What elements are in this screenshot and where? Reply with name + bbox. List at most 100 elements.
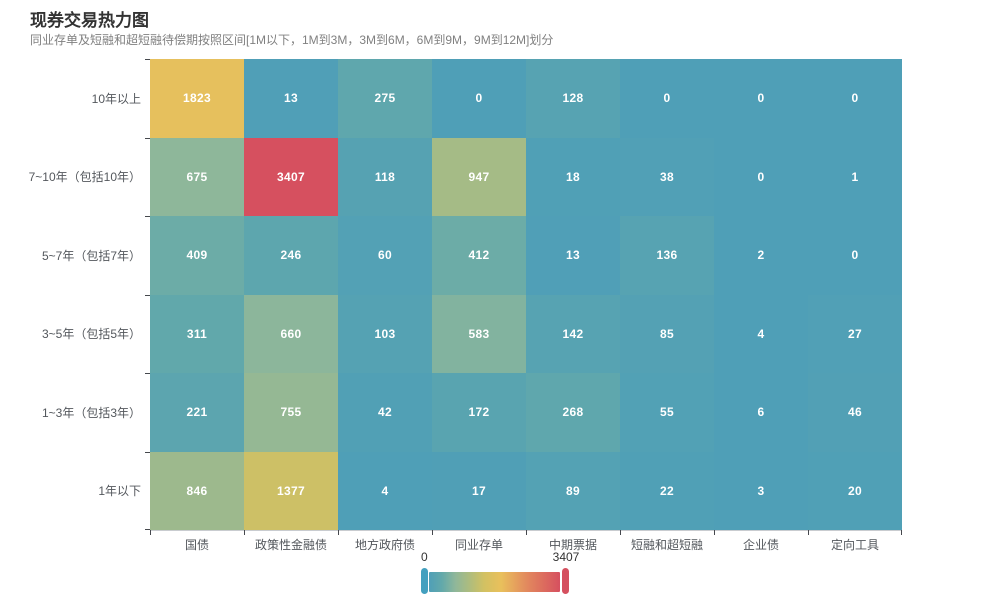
heatmap-cell[interactable]: 46 — [808, 373, 902, 452]
heatmap-grid: 1823 13 275 0 128 0 0 0 675 3407 118 947 18 38 0 1 409 24… — [150, 59, 902, 530]
heatmap-cell[interactable]: 172 — [432, 373, 526, 452]
heatmap-cell[interactable]: 755 — [244, 373, 338, 452]
heatmap-cell-value: 675 — [186, 169, 208, 184]
heatmap-cell-value: 3 — [757, 483, 765, 498]
heatmap-cell[interactable]: 947 — [432, 137, 526, 216]
heatmap-cell[interactable]: 2 — [714, 216, 808, 295]
heatmap-cell[interactable]: 42 — [338, 373, 432, 452]
heatmap-cell[interactable]: 85 — [620, 294, 714, 373]
y-axis-tick — [145, 137, 150, 139]
x-axis-tick — [901, 530, 902, 535]
y-axis-tick — [145, 294, 150, 296]
x-axis-labels: 国债 政策性金融债 地方政府债 同业存单 中期票据 短融和超短融 企业债 定向工具 — [150, 536, 902, 553]
heatmap-cell[interactable]: 142 — [526, 294, 620, 373]
visualmap-min-handle[interactable] — [421, 568, 428, 594]
visualmap-max-label: 3407 — [552, 550, 580, 564]
heatmap-cell[interactable]: 136 — [620, 216, 714, 295]
heatmap-cell[interactable]: 60 — [338, 216, 432, 295]
heatmap-cell[interactable]: 4 — [714, 294, 808, 373]
heatmap-cell-value: 412 — [468, 248, 490, 263]
visualmap-gradient-bar[interactable] — [429, 572, 560, 592]
x-axis-label: 同业存单 — [454, 538, 503, 552]
heatmap-cell-value: 0 — [757, 169, 765, 184]
x-axis-tick — [338, 530, 339, 535]
heatmap-cell-value: 22 — [660, 483, 674, 498]
heatmap-cell[interactable]: 118 — [338, 137, 432, 216]
heatmap-cell[interactable]: 0 — [808, 216, 902, 295]
heatmap-cell-value: 42 — [378, 405, 392, 420]
heatmap-cell-value: 583 — [468, 326, 490, 341]
heatmap-cell[interactable]: 17 — [432, 451, 526, 530]
heatmap-cell-value: 3407 — [277, 169, 305, 184]
heatmap-cell[interactable]: 6 — [714, 373, 808, 452]
heatmap-cell[interactable]: 0 — [808, 59, 902, 138]
y-axis-label: 5~7年（包括7年） — [41, 248, 141, 263]
y-axis-label: 1年以下 — [98, 484, 141, 499]
heatmap-cell[interactable]: 846 — [150, 451, 244, 530]
heatmap-cell[interactable]: 55 — [620, 373, 714, 452]
x-axis-tick — [432, 530, 433, 535]
heatmap-cell-value: 4 — [381, 483, 389, 498]
heatmap-cell[interactable]: 0 — [620, 59, 714, 138]
x-axis-tick — [150, 530, 151, 535]
heatmap-cell[interactable]: 89 — [526, 451, 620, 530]
y-axis-tick — [145, 216, 150, 217]
heatmap-cell[interactable]: 0 — [432, 59, 526, 138]
heatmap-cell-value: 18 — [566, 169, 580, 184]
x-axis-label: 国债 — [184, 538, 209, 552]
heatmap-cell-value: 268 — [562, 405, 584, 420]
heatmap-cell-value: 55 — [660, 405, 674, 420]
heatmap-cell-value: 1823 — [183, 91, 211, 106]
heatmap-cell[interactable]: 22 — [620, 451, 714, 530]
x-axis-label: 短融和超短融 — [630, 538, 703, 552]
heatmap-cell-value: 0 — [757, 91, 765, 106]
heatmap-cell-value: 13 — [284, 91, 298, 106]
heatmap-cell[interactable]: 660 — [244, 294, 338, 373]
heatmap-cell[interactable]: 3407 — [244, 137, 338, 216]
heatmap-cell[interactable]: 103 — [338, 294, 432, 373]
heatmap-cell[interactable]: 13 — [526, 216, 620, 295]
heatmap-cell-value: 89 — [566, 483, 580, 498]
heatmap-cell-value: 221 — [186, 405, 208, 420]
y-axis-labels: 10年以上 7~10年（包括10年） 5~7年（包括7年） 3~5年（包括5年） 1~3… — [0, 59, 141, 530]
heatmap-cell-value: 136 — [656, 248, 678, 263]
heatmap-cell[interactable]: 3 — [714, 451, 808, 530]
heatmap-cell[interactable]: 675 — [150, 137, 244, 216]
heatmap-cell[interactable]: 27 — [808, 294, 902, 373]
y-axis-tick — [145, 373, 150, 374]
x-axis-tick — [808, 530, 809, 535]
heatmap-cell-value: 660 — [280, 326, 302, 341]
heatmap-cell-value: 46 — [848, 405, 862, 420]
heatmap-cell[interactable]: 4 — [338, 451, 432, 530]
heatmap-cell[interactable]: 128 — [526, 59, 620, 138]
heatmap-cell[interactable]: 1823 — [150, 59, 244, 138]
heatmap-cell-value: 27 — [848, 326, 862, 341]
heatmap-cell[interactable]: 412 — [432, 216, 526, 295]
heatmap-cell[interactable]: 221 — [150, 373, 244, 452]
heatmap-cell[interactable]: 409 — [150, 216, 244, 295]
heatmap-cell[interactable]: 275 — [338, 59, 432, 138]
heatmap-cell[interactable]: 18 — [526, 137, 620, 216]
heatmap-cell-value: 947 — [468, 169, 490, 184]
heatmap-cell-value: 409 — [186, 248, 208, 263]
heatmap-cell[interactable]: 1377 — [244, 451, 338, 530]
heatmap-cell[interactable]: 246 — [244, 216, 338, 295]
heatmap-cell[interactable]: 20 — [808, 451, 902, 530]
heatmap-cell[interactable]: 0 — [714, 137, 808, 216]
heatmap-cell[interactable]: 1 — [808, 137, 902, 216]
heatmap-cell-value: 0 — [851, 91, 859, 106]
heatmap-cell-value: 103 — [374, 326, 396, 341]
x-axis-tick — [244, 530, 245, 535]
y-axis-label: 3~5年（包括5年） — [41, 327, 141, 342]
visualmap-max-handle[interactable] — [562, 568, 569, 594]
x-axis-ticks — [150, 530, 902, 535]
heatmap-cell[interactable]: 583 — [432, 294, 526, 373]
heatmap-cell[interactable]: 0 — [714, 59, 808, 138]
heatmap-cell[interactable]: 13 — [244, 59, 338, 138]
heatmap-cell-value: 0 — [475, 91, 483, 106]
heatmap-cell[interactable]: 38 — [620, 137, 714, 216]
y-axis-label: 7~10年（包括10年） — [28, 170, 141, 185]
heatmap-cell[interactable]: 268 — [526, 373, 620, 452]
heatmap-cell[interactable]: 311 — [150, 294, 244, 373]
